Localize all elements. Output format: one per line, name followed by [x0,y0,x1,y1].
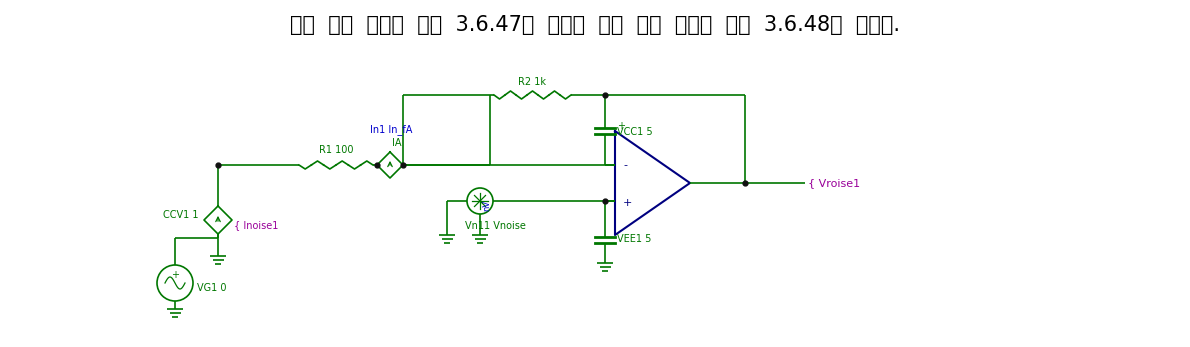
Text: VG1 0: VG1 0 [198,283,226,293]
Text: IA: IA [392,138,401,148]
Text: nV: nV [482,200,491,211]
Text: In1 In_fA: In1 In_fA [370,125,413,135]
Text: VCC1 5: VCC1 5 [616,127,652,137]
Text: +: + [616,121,625,131]
Text: Vn11 Vnoise: Vn11 Vnoise [465,221,526,231]
Text: 잡음  해석  모델을  그림  3.6.47에  보였고  출력  잡음  특성을  그림  3.6.48에  보였다.: 잡음 해석 모델을 그림 3.6.47에 보였고 출력 잡음 특성을 그림 3.… [290,15,900,35]
Text: +: + [624,198,632,208]
Text: R1 100: R1 100 [319,145,353,155]
Text: R2 1k: R2 1k [519,77,546,87]
Text: +: + [171,270,178,280]
Text: CCV1 1: CCV1 1 [163,210,199,220]
Text: VEE1 5: VEE1 5 [616,234,651,244]
Text: -: - [624,160,627,170]
Text: { Vroise1: { Vroise1 [808,178,860,188]
Text: { Inoise1: { Inoise1 [234,220,278,230]
